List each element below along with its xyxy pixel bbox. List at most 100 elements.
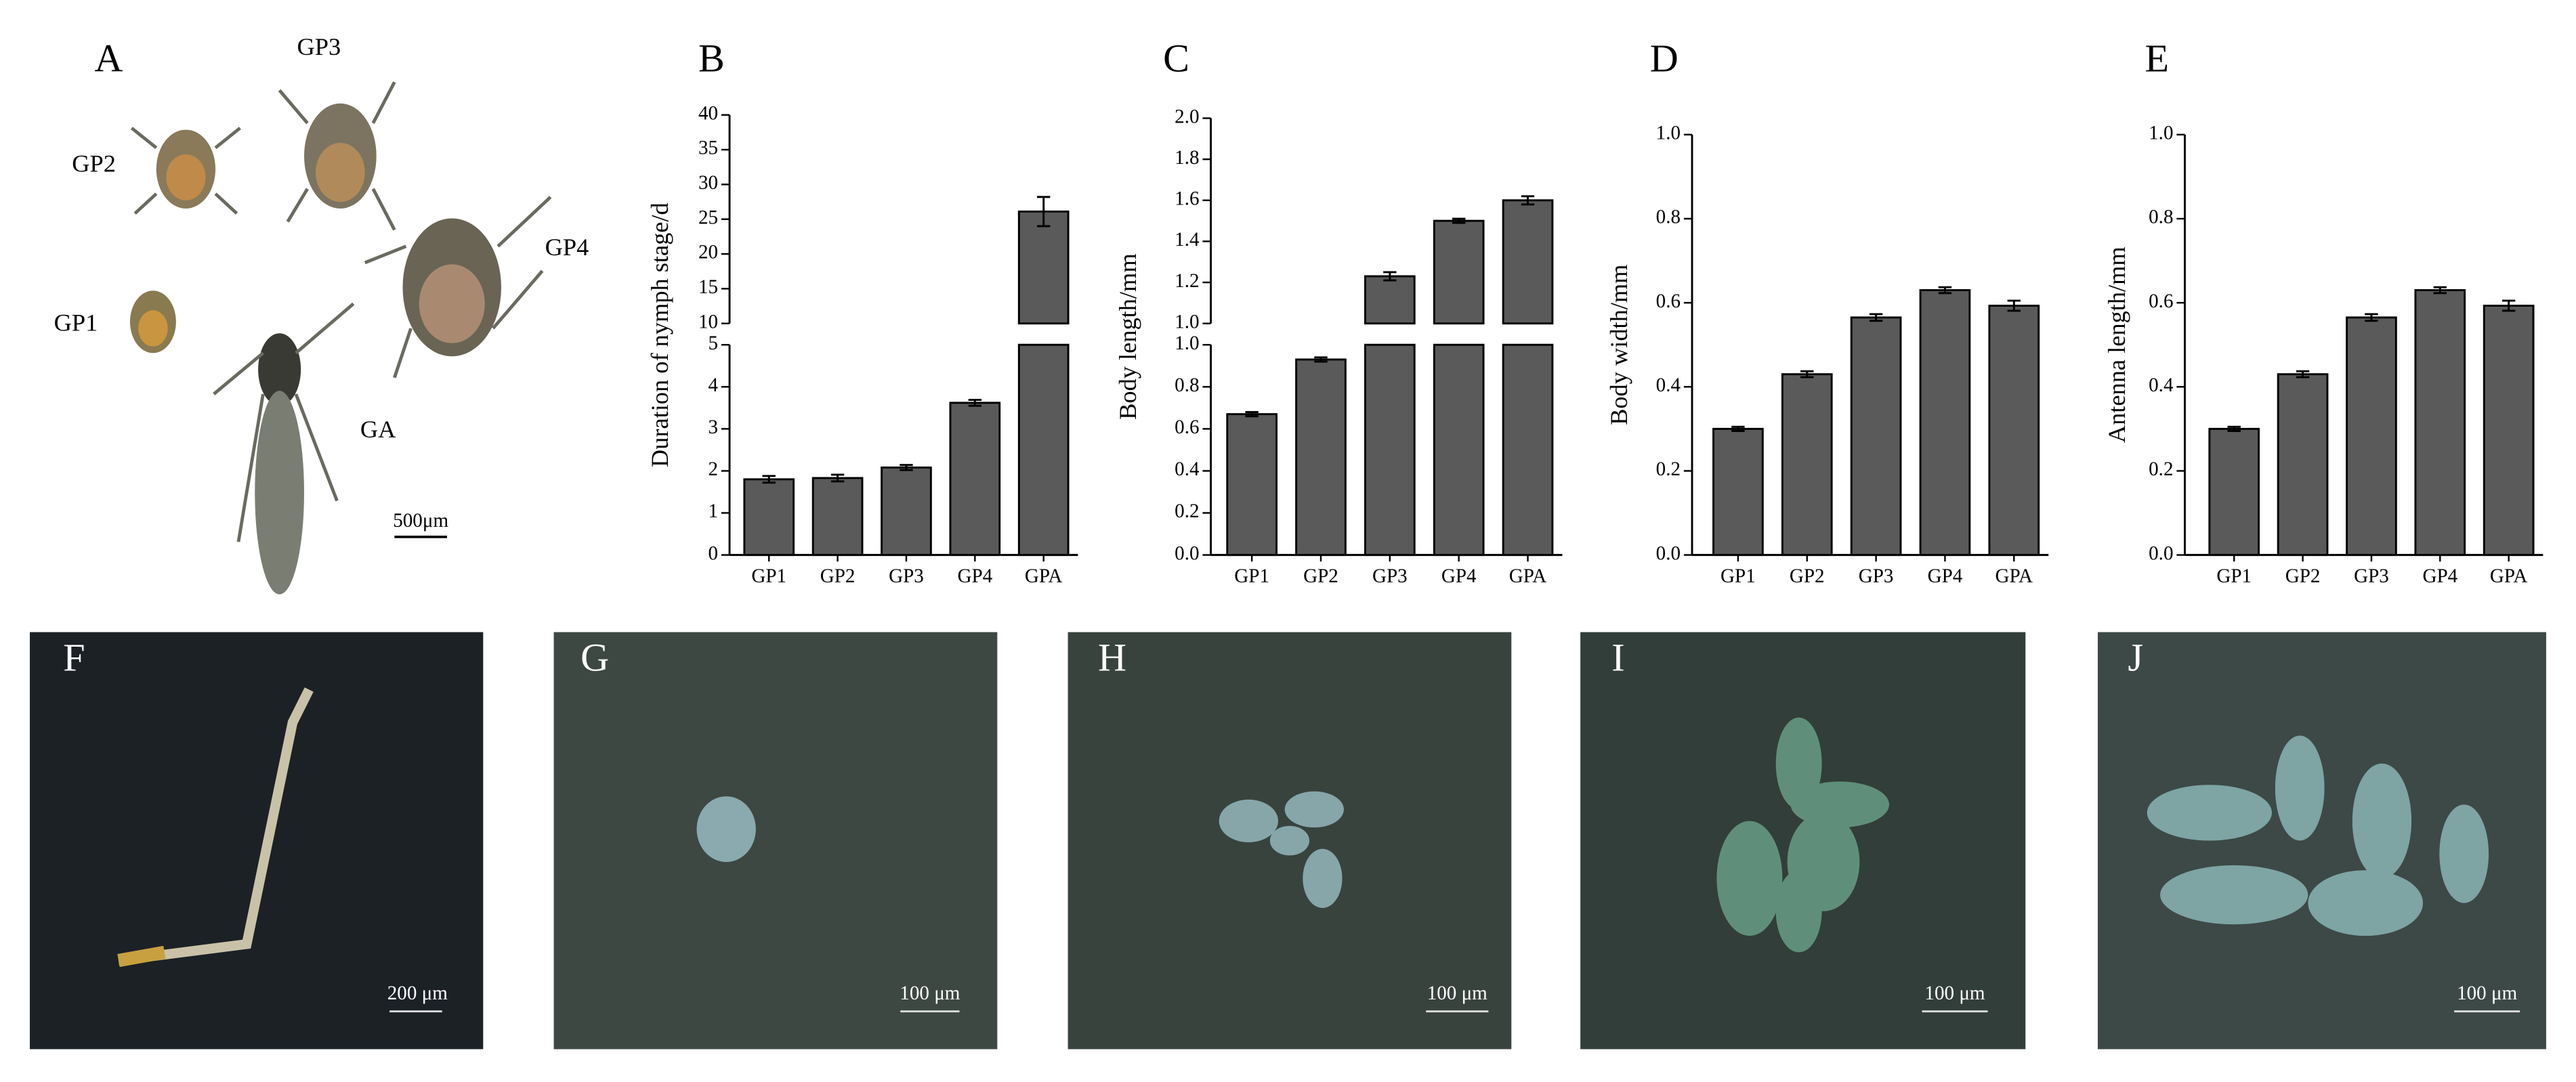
y-tick-label: 2 — [709, 458, 719, 480]
x-tick-label: GP3 — [1859, 565, 1894, 587]
x-tick-label: GP1 — [1720, 565, 1756, 587]
y-tick-label: 0.4 — [1656, 374, 1681, 396]
error-bar — [1521, 195, 1535, 206]
bar — [1988, 305, 2040, 557]
panel-label: G — [580, 636, 609, 680]
y-tick-label: 1.0 — [2149, 123, 2173, 144]
panel-label: B — [698, 37, 725, 81]
y-axis-label: Duration of nymph stage/d — [646, 202, 673, 467]
error-bar — [2365, 313, 2378, 322]
panel-label: I — [1611, 636, 1624, 680]
x-tick-label: GPA — [1509, 565, 1547, 587]
panel-label: F — [63, 636, 85, 680]
y-tick-label: 0.6 — [1656, 290, 1681, 312]
x-tick-label: GPA — [2490, 565, 2528, 587]
bar — [2346, 316, 2397, 557]
x-tick-label: GP2 — [1303, 565, 1338, 587]
bar — [1433, 219, 1485, 325]
insect-photo — [129, 81, 552, 594]
error-bar — [2007, 299, 2021, 312]
y-axis-label: Body width/mm — [1605, 265, 1632, 425]
y-tick-label: 0.6 — [1175, 416, 1199, 438]
error-bar — [1452, 217, 1466, 224]
stage-label: GP4 — [545, 234, 589, 261]
panel-label: E — [2145, 37, 2169, 81]
y-tick-label: 10 — [698, 311, 718, 332]
scale-bar-label: 100 μm — [2457, 982, 2517, 1004]
y-tick-label: 0.2 — [1656, 458, 1681, 480]
error-bar — [830, 473, 845, 483]
y-tick-label: 25 — [698, 207, 718, 228]
scale-bar-label: 100 μm — [1924, 982, 1985, 1004]
y-tick-label: 30 — [698, 172, 718, 194]
y-tick-label: 1.2 — [1175, 270, 1199, 292]
bar — [1017, 210, 1070, 325]
y-tick-label: 0.0 — [1175, 542, 1199, 564]
error-bar — [2296, 370, 2310, 378]
bar — [1712, 427, 1764, 557]
panel-label: A — [94, 37, 123, 81]
y-tick-label: 0.8 — [1175, 374, 1199, 396]
x-tick-label: GP2 — [2285, 565, 2321, 587]
y-tick-label: 0.8 — [2149, 207, 2173, 228]
error-bar — [2501, 299, 2516, 312]
stage-label: GP3 — [297, 33, 341, 60]
error-bar — [968, 399, 982, 407]
x-tick-label: GP3 — [1372, 565, 1408, 587]
bar — [1017, 343, 1070, 557]
x-tick-label: GPA — [1025, 565, 1063, 587]
x-tick-label: GP4 — [957, 565, 992, 587]
x-tick-label: GP2 — [1790, 565, 1825, 587]
error-bar — [900, 464, 913, 471]
bar — [949, 402, 1001, 557]
x-tick-label: GPA — [1996, 565, 2033, 587]
y-tick-label: 15 — [698, 276, 718, 298]
y-tick-label: 3 — [709, 416, 719, 438]
y-tick-label: 1.8 — [1175, 147, 1199, 169]
error-bar — [1036, 196, 1051, 228]
y-tick-label: 0.2 — [1175, 500, 1199, 522]
y-tick-label: 1.0 — [1175, 332, 1199, 354]
x-tick-label: GP1 — [2216, 565, 2252, 587]
error-bar — [2433, 286, 2447, 295]
y-tick-label: 0 — [709, 542, 719, 564]
error-bar — [1869, 313, 1883, 322]
x-tick-label: GP1 — [1234, 565, 1269, 587]
y-axis-label: Body length/mm — [1114, 253, 1141, 419]
bar — [1295, 358, 1347, 557]
y-tick-label: 0.0 — [1656, 542, 1681, 564]
error-bar — [1731, 425, 1745, 432]
scale-bar-label: 100 μm — [1427, 982, 1487, 1004]
y-tick-label: 1.6 — [1175, 188, 1199, 210]
bar — [1502, 343, 1554, 557]
x-tick-label: GP2 — [820, 565, 856, 587]
bar — [1850, 316, 1902, 557]
y-tick-label: 5 — [709, 332, 719, 354]
stage-label: GP2 — [72, 150, 116, 177]
panel-label: H — [1098, 636, 1126, 680]
bar — [2277, 373, 2329, 557]
y-tick-label: 40 — [698, 102, 718, 124]
bar — [811, 477, 864, 557]
x-tick-label: GP1 — [751, 565, 786, 587]
y-tick-label: 4 — [709, 374, 719, 396]
y-axis-label: Antenna length/mm — [2103, 246, 2130, 443]
y-tick-label: 1 — [709, 500, 719, 522]
y-tick-label: 1.4 — [1175, 229, 1200, 251]
y-tick-label: 1.0 — [1656, 123, 1681, 144]
y-tick-label: 0.2 — [2149, 458, 2173, 480]
scale-bar-label: 200 μm — [387, 982, 448, 1004]
error-bar — [762, 475, 776, 484]
bar — [743, 478, 795, 557]
y-tick-label: 1.0 — [1175, 311, 1199, 332]
x-tick-label: GP4 — [1928, 565, 1963, 587]
error-bar — [1800, 370, 1814, 378]
bar — [1919, 289, 1971, 557]
bar — [2483, 305, 2535, 557]
error-bar — [2227, 425, 2241, 432]
scale-bar-label: 100 μm — [900, 982, 960, 1004]
error-bar — [1245, 411, 1259, 418]
micrograph — [30, 632, 2546, 1049]
x-tick-label: GP4 — [2422, 565, 2457, 587]
